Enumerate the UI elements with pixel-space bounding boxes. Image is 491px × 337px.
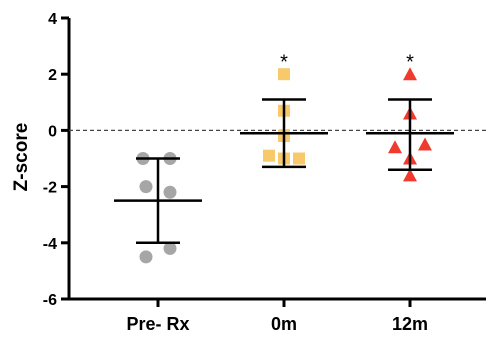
data-point: [388, 140, 402, 154]
chart-marks: * *: [114, 51, 454, 264]
data-point: [163, 241, 177, 255]
y-tick-label: -2: [43, 180, 57, 197]
significance-marker: *: [406, 51, 414, 73]
data-point: [418, 137, 432, 151]
data-point: [263, 149, 275, 162]
y-tick-label: 0: [48, 123, 57, 140]
data-point: [293, 152, 305, 165]
series-square-group: *: [240, 51, 328, 169]
data-point: [403, 168, 417, 182]
y-axis-label: Z-score: [11, 123, 32, 192]
x-tick-label: 0m: [271, 314, 297, 334]
series-triangle-group: *: [366, 51, 454, 182]
data-point: [139, 250, 153, 264]
x-tick-label: 12m: [392, 314, 428, 334]
y-tick-label: -4: [43, 236, 57, 253]
y-tick-label: 2: [48, 67, 57, 84]
y-tick-label: 4: [48, 11, 57, 28]
significance-marker: *: [280, 51, 288, 73]
series-circle-group: [114, 152, 202, 264]
data-point: [163, 185, 177, 199]
x-tick-label: Pre- Rx: [126, 314, 189, 334]
data-point: [278, 68, 290, 81]
chart-axes: 4 2 0 -2 -4 -6 Pre- Rx 0m 12m: [43, 11, 486, 334]
data-point: [403, 67, 417, 81]
data-point: [139, 180, 153, 194]
y-tick-label: -6: [43, 292, 57, 309]
